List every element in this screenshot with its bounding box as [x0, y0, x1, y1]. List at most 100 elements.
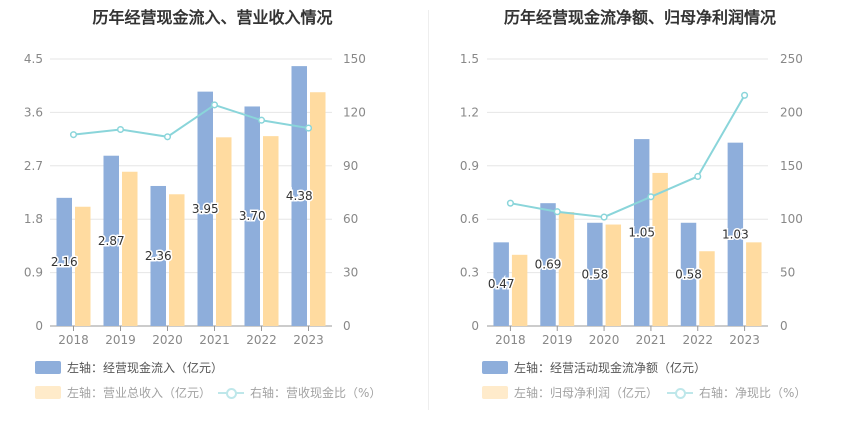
- x-axis-tick-label: 2019: [105, 333, 136, 347]
- legend-swatch: [35, 361, 61, 374]
- legend-label: 右轴：净现比（%）: [699, 386, 807, 400]
- legend-swatch: [218, 386, 244, 399]
- legend-item-net-operating-cash-flow[interactable]: 左轴：经营活动现金流净额（亿元）: [482, 359, 706, 376]
- right-axis-tick-label: 100: [780, 212, 803, 226]
- line-point: [257, 116, 266, 124]
- right-axis-tick-label: 60: [343, 212, 358, 226]
- line-point: [694, 172, 702, 181]
- chart-panel-left: 历年经营现金流入、营业收入情况 0 0 0.9 30 1.8 60 2.7 90 3.6 120 4…: [24, 8, 382, 401]
- bar-data-label: 3.70: [239, 209, 266, 223]
- left-axis-tick-label: 0.9: [460, 159, 479, 173]
- legend-item-revenue-cash-ratio[interactable]: 右轴：营收现金比（%）: [218, 384, 381, 401]
- line-point: [600, 213, 608, 221]
- bar-data-label: 0.47: [488, 277, 515, 291]
- line-point: [506, 199, 514, 207]
- left-axis-tick-label: 0: [471, 319, 479, 333]
- bar-secondary: [746, 242, 762, 326]
- chart-left: 0 0 0.9 30 1.8 60 2.7 90 3.6 120 4.5 150 2018 2019 202…: [24, 52, 366, 347]
- right-axis-tick-label: 150: [780, 159, 803, 173]
- left-axis-tick-label: 1.5: [460, 52, 479, 66]
- x-axis-tick-label: 2020: [152, 333, 183, 347]
- bar-data-label: 0.69: [535, 258, 562, 272]
- legend-swatch: [482, 386, 508, 399]
- bar-primary: [680, 222, 697, 326]
- bar-data-label: 4.38: [286, 189, 313, 203]
- right-axis-tick-label: 90: [343, 159, 358, 173]
- bar-primary: [587, 222, 603, 326]
- left-axis-tick-label: 0.9: [24, 266, 43, 280]
- line-point: [163, 133, 172, 141]
- bar-secondary: [169, 194, 185, 326]
- bar-data-label: 0.58: [675, 267, 702, 281]
- legend-label: 右轴：营收现金比（%）: [250, 386, 382, 400]
- bar-primary: [291, 66, 307, 327]
- line-point: [553, 208, 561, 216]
- line-point: [69, 131, 78, 139]
- bar-secondary: [558, 212, 575, 326]
- left-axis-tick-label: 4.5: [24, 52, 43, 66]
- right-axis-tick-label: 0: [780, 319, 788, 333]
- bar-primary: [727, 142, 744, 326]
- x-axis-tick-label: 2018: [58, 333, 89, 347]
- legend-label: 左轴：经营现金流入（亿元）: [67, 361, 224, 375]
- line-series: [510, 94, 746, 219]
- x-axis-tick-label: 2019: [542, 333, 573, 347]
- line-point: [741, 91, 749, 99]
- left-axis-tick-label: 2.7: [24, 159, 43, 173]
- x-axis-tick-label: 2021: [636, 333, 667, 347]
- x-axis-tick-label: 2023: [729, 333, 760, 347]
- bar-data-label: 2.16: [51, 255, 78, 269]
- chart-title: 历年经营现金流净额、归母净利润情况: [503, 8, 776, 27]
- bar-primary: [540, 203, 556, 326]
- bar-secondary: [605, 224, 622, 326]
- line-point: [647, 193, 655, 201]
- bar-secondary: [75, 206, 91, 326]
- right-axis-tick-label: 120: [343, 105, 366, 119]
- bar-secondary: [263, 136, 279, 326]
- legend-item-operating-cash-inflow[interactable]: 左轴：经营现金流入（亿元）: [35, 359, 223, 376]
- left-axis-tick-label: 0.6: [460, 212, 479, 226]
- right-axis-tick-label: 30: [343, 266, 358, 280]
- bar-data-label: 1.03: [722, 227, 749, 241]
- legend-swatch: [35, 386, 61, 399]
- bar-secondary: [310, 92, 326, 326]
- right-axis-tick-label: 150: [343, 52, 366, 66]
- bar-secondary: [216, 137, 232, 326]
- bar-primary: [56, 197, 72, 326]
- right-axis-tick-label: 200: [780, 105, 803, 119]
- bar-primary: [493, 242, 509, 326]
- bar-primary: [103, 155, 119, 326]
- x-axis-tick-label: 2022: [246, 333, 277, 347]
- left-axis-tick-label: 3.6: [24, 105, 43, 119]
- legend-item-net-cash-ratio[interactable]: 右轴：净现比（%）: [667, 384, 806, 401]
- bar-secondary: [511, 254, 528, 326]
- bar-primary: [633, 139, 650, 326]
- bar-secondary: [122, 171, 138, 326]
- right-axis-tick-label: 0: [343, 319, 351, 333]
- bar-primary: [150, 185, 166, 326]
- bar-primary: [244, 106, 260, 326]
- bar-data-label: 3.95: [192, 202, 219, 216]
- legend-item-net-profit[interactable]: 左轴：归母净利润（亿元）: [482, 384, 658, 401]
- left-axis-tick-label: 1.2: [460, 105, 479, 119]
- legend-item-total-revenue[interactable]: 左轴：营业总收入（亿元）: [35, 384, 211, 401]
- line-point: [210, 101, 219, 109]
- left-axis-tick-label: 0.3: [460, 266, 479, 280]
- bar-primary: [197, 91, 213, 326]
- bar-data-label: 0.58: [581, 267, 608, 281]
- chart-panel-right: 历年经营现金流净额、归母净利润情况 0 0 0.3 50 0.6 100 0.9 150 1.2…: [430, 0, 850, 437]
- bar-secondary: [652, 172, 668, 326]
- left-axis-tick-label: 1.8: [24, 212, 43, 226]
- x-axis-tick-label: 2022: [682, 333, 713, 347]
- x-axis-tick-label: 2023: [293, 333, 324, 347]
- bar-secondary: [699, 251, 715, 326]
- legend-label: 左轴：归母净利润（亿元）: [514, 386, 659, 400]
- x-axis-tick-label: 2020: [589, 333, 620, 347]
- left-axis-tick-label: 0: [35, 319, 43, 333]
- right-axis-tick-label: 50: [780, 266, 795, 280]
- legend-label: 左轴：经营活动现金流净额（亿元）: [514, 361, 707, 375]
- chart-right: 0 0 0.3 50 0.6 100 0.9 150 1.2 200 1.5 250 2018 2019 2…: [460, 52, 803, 347]
- bar-data-label: 1.05: [628, 226, 655, 240]
- x-axis-tick-label: 2018: [495, 333, 526, 347]
- chart-title: 历年经营现金流入、营业收入情况: [92, 8, 333, 27]
